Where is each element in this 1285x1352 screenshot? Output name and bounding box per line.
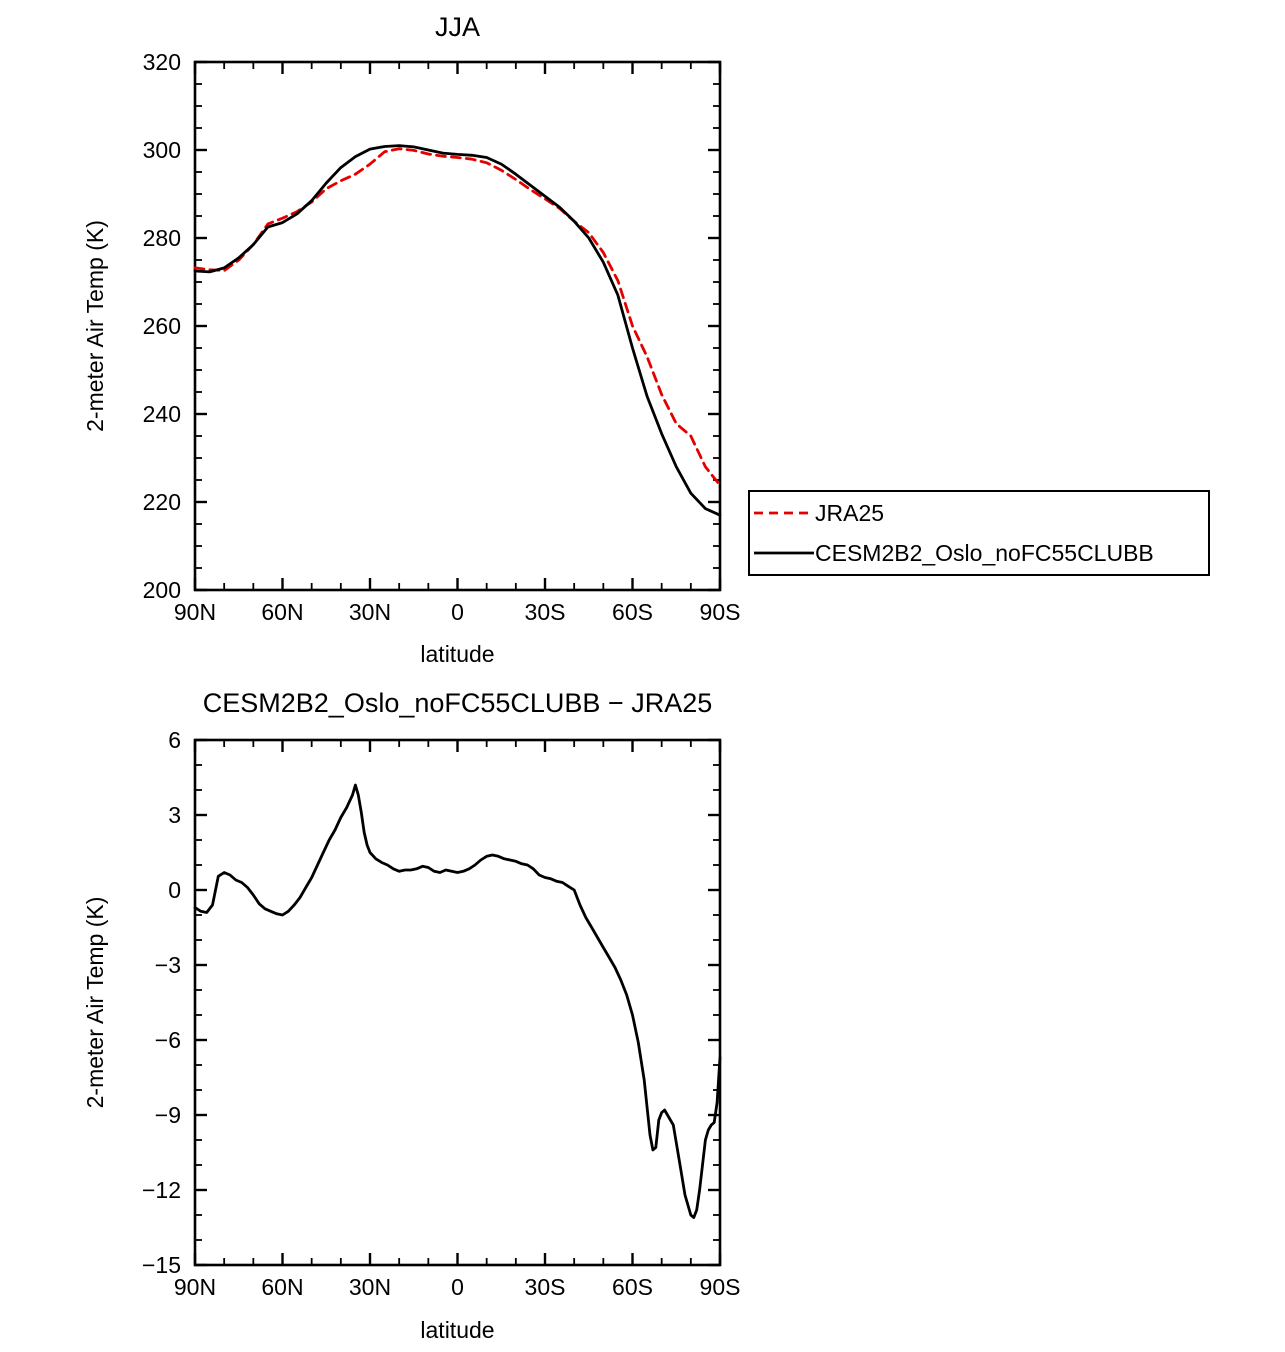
y-tick-label: 220 bbox=[143, 489, 181, 515]
plot-frame bbox=[193, 60, 722, 592]
y-tick-label: 240 bbox=[143, 401, 181, 427]
x-tick-label: 30N bbox=[349, 1274, 391, 1300]
difference-line-chart: 90N 60N 30N 0 30S 60S 90S −15 −12 −9 −6 −3 0 3 6 CESM2B… bbox=[82, 688, 741, 1343]
plot-frame bbox=[193, 738, 722, 1267]
chart-panel-difference: 90N 60N 30N 0 30S 60S 90S −15 −12 −9 −6 −3 0 3 6 CESM2B… bbox=[0, 676, 780, 1352]
legend-label-cesm: CESM2B2_Oslo_noFC55CLUBB bbox=[815, 539, 1154, 566]
x-tick-label: 60N bbox=[261, 1274, 303, 1300]
y-tick-label: 3 bbox=[168, 802, 181, 828]
chart-panel-jja: 90N 60N 30N 0 30S 60S 90S 200 220 240 260 280 300 320… bbox=[0, 0, 780, 681]
legend-line-black-solid-icon bbox=[754, 551, 814, 555]
series-line-0 bbox=[193, 147, 722, 487]
y-tick-label: −9 bbox=[155, 1102, 181, 1128]
chart-title: CESM2B2_Oslo_noFC55CLUBB − JRA25 bbox=[203, 688, 713, 718]
x-tick-label: 60N bbox=[261, 599, 303, 625]
x-tick-label: 60S bbox=[612, 1274, 653, 1300]
x-tick-label: 90N bbox=[174, 1274, 216, 1300]
y-axis-label: 2-meter Air Temp (K) bbox=[82, 897, 108, 1109]
x-axis-label: latitude bbox=[420, 1317, 494, 1343]
y-tick-label: 300 bbox=[143, 137, 181, 163]
legend-line-red-dashed-icon bbox=[754, 511, 814, 515]
y-tick-label: 6 bbox=[168, 727, 181, 753]
series-line-0 bbox=[193, 783, 722, 1219]
x-tick-label: 30N bbox=[349, 599, 391, 625]
y-tick-label: 320 bbox=[143, 49, 181, 75]
x-axis-label: latitude bbox=[420, 641, 494, 667]
chart-title: JJA bbox=[435, 12, 480, 42]
y-tick-label: 260 bbox=[143, 313, 181, 339]
y-tick-label: −6 bbox=[155, 1027, 181, 1053]
y-tick-label: 0 bbox=[168, 877, 181, 903]
y-tick-label: −12 bbox=[142, 1177, 181, 1203]
y-tick-label: 280 bbox=[143, 225, 181, 251]
legend: JRA25 CESM2B2_Oslo_noFC55CLUBB bbox=[748, 490, 1210, 576]
y-tick-label: −15 bbox=[142, 1252, 181, 1278]
legend-entry-cesm: CESM2B2_Oslo_noFC55CLUBB bbox=[750, 533, 1208, 573]
x-tick-label: 0 bbox=[451, 599, 464, 625]
legend-entry-jra25: JRA25 bbox=[750, 493, 1208, 533]
y-tick-label: −3 bbox=[155, 952, 181, 978]
x-tick-label: 30S bbox=[525, 599, 566, 625]
jja-line-chart: 90N 60N 30N 0 30S 60S 90S 200 220 240 260 280 300 320… bbox=[82, 12, 741, 667]
x-tick-label: 90N bbox=[174, 599, 216, 625]
x-tick-label: 30S bbox=[525, 1274, 566, 1300]
legend-label-jra25: JRA25 bbox=[815, 499, 885, 526]
x-tick-label: 0 bbox=[451, 1274, 464, 1300]
series-line-1 bbox=[193, 144, 722, 517]
y-axis-label: 2-meter Air Temp (K) bbox=[82, 220, 108, 432]
x-tick-label: 90S bbox=[700, 599, 741, 625]
x-tick-label: 60S bbox=[612, 599, 653, 625]
y-tick-label: 200 bbox=[143, 577, 181, 603]
x-tick-label: 90S bbox=[700, 1274, 741, 1300]
